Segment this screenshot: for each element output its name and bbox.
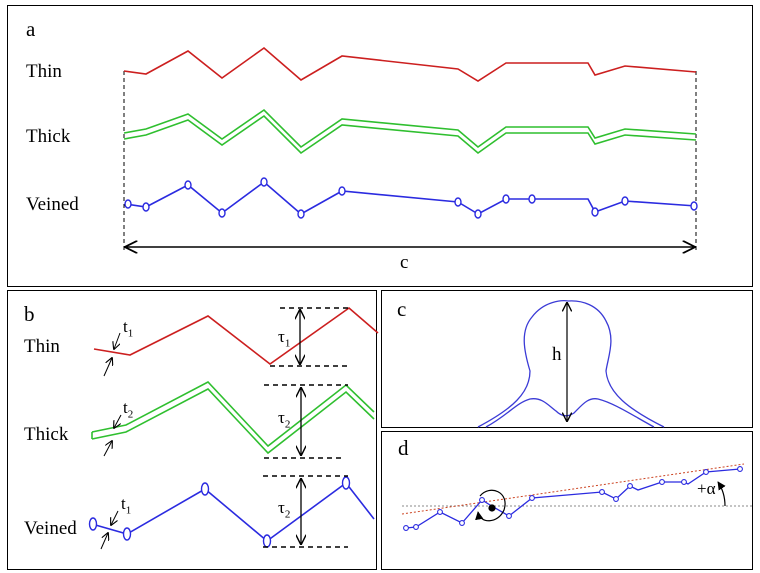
tau2-veined-label: τ2: [278, 498, 291, 521]
trace-node: [459, 520, 465, 526]
vein-nodes: [124, 177, 698, 219]
vein-cross-section-inner: [485, 398, 655, 428]
trace-node: [627, 483, 633, 489]
trace-node: [529, 495, 535, 501]
panel-a-letter: a: [26, 17, 36, 41]
panel-d: d +α: [381, 431, 754, 570]
t2-pointer-arrow: [114, 414, 122, 428]
vein-node: [122, 527, 132, 541]
trace-nodes: [403, 466, 743, 531]
veined-trace: [405, 468, 741, 529]
vein-node: [338, 186, 346, 196]
trace-node: [613, 496, 619, 502]
vein-cross-section-outer: [477, 300, 665, 428]
t2-lower-arrow: [103, 441, 112, 457]
vein-node: [502, 194, 510, 204]
thin-segment: [93, 306, 379, 365]
trace-node: [737, 466, 743, 472]
vein-node: [142, 202, 150, 212]
pivot-point: [488, 504, 496, 512]
veined-segment: [91, 481, 375, 543]
trace-node: [413, 524, 419, 530]
tau2-label: τ2: [278, 408, 291, 431]
panel-d-letter: d: [398, 436, 409, 460]
t2-label: t2: [123, 398, 134, 421]
trace-node: [599, 489, 605, 495]
vein-node: [260, 177, 268, 187]
thick-profile-inner: [123, 114, 697, 155]
panel-b-drawing: [88, 306, 379, 550]
angle-arc: [717, 481, 726, 507]
veined-profile-line: [125, 180, 697, 215]
trace-node: [659, 479, 665, 485]
row-label-thick-b: Thick: [24, 424, 69, 445]
t3-pointer-arrow: [111, 510, 119, 525]
t1-label: t1: [123, 317, 134, 340]
vein-node: [184, 180, 192, 190]
vein-node: [218, 208, 226, 218]
panel-c-letter: c: [397, 297, 407, 321]
span-label: c: [400, 252, 409, 273]
trend-line: [401, 463, 745, 515]
t1-pointer-arrow: [114, 332, 121, 349]
vein-node: [454, 197, 462, 207]
t3-lower-arrow: [100, 533, 108, 550]
trace-node: [479, 497, 485, 503]
panel-b-letter: b: [24, 302, 35, 326]
row-label-thin-b: Thin: [24, 336, 60, 357]
trace-node: [403, 525, 409, 531]
row-label-thick: Thick: [26, 126, 71, 147]
vein-node: [297, 209, 305, 219]
vein-node: [262, 534, 272, 548]
thick-segment-outer: [91, 381, 375, 448]
t1-lower-arrow: [103, 358, 112, 377]
vein-node: [124, 199, 132, 209]
panel-a-drawing: [123, 46, 698, 288]
panel-c-drawing: [477, 300, 665, 428]
t1-veined-label: t1: [121, 494, 132, 517]
vein-node: [621, 196, 629, 206]
vein-node: [591, 207, 599, 217]
thick-profile-outer: [123, 108, 697, 149]
trace-node: [703, 469, 709, 475]
angle-label: +α: [697, 479, 716, 498]
panel-b: b Thin Thick Veined t1 t2 t1 τ1 τ2 τ2: [7, 290, 379, 570]
tau1-label: τ1: [278, 327, 291, 350]
height-label: h: [552, 344, 562, 365]
vein-node: [200, 482, 210, 496]
thin-profile-line: [123, 46, 697, 82]
vein-node: [690, 201, 698, 211]
trace-node: [506, 513, 512, 519]
vein-node: [88, 517, 98, 531]
trace-node: [681, 479, 687, 485]
vein-node: [341, 476, 351, 490]
row-label-thin: Thin: [26, 61, 62, 82]
thick-segment-inner: [91, 388, 375, 455]
trace-node: [437, 509, 443, 515]
vein-node: [528, 194, 536, 204]
row-label-veined: Veined: [26, 194, 79, 215]
vein-node: [474, 209, 482, 219]
row-label-veined-b: Veined: [24, 518, 77, 539]
panel-d-drawing: [401, 463, 754, 531]
panel-a: a Thin Thick Veined c: [7, 5, 753, 287]
panel-c: c h: [381, 290, 753, 428]
rotation-arrow: [475, 489, 506, 522]
